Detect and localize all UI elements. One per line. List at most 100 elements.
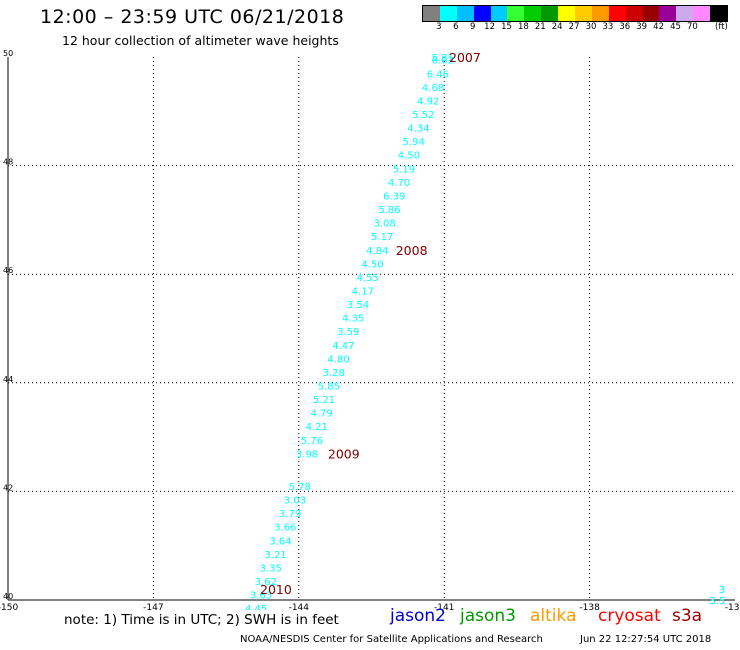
wave-height-value: 3.28 xyxy=(323,368,345,379)
y-tick-label: 44 xyxy=(3,375,13,384)
pass-time-label: 2009 xyxy=(328,446,360,461)
colorbar-label: 24 xyxy=(551,22,563,32)
x-tick-label: -147 xyxy=(143,603,163,610)
wave-height-value: 3.35 xyxy=(260,563,282,574)
wave-height-value: 6.02 xyxy=(432,56,454,67)
wave-height-value: 4.84 xyxy=(366,246,388,257)
wave-height-value: 4.80 xyxy=(327,354,349,365)
colorbar-swatch xyxy=(676,6,694,21)
wave-height-value: 3.63 xyxy=(250,591,272,602)
footer-credit: NOAA/NESDIS Center for Satellite Applica… xyxy=(240,634,543,645)
colorbar-label: 3 xyxy=(436,22,442,32)
colorbar-label: 39 xyxy=(636,22,648,32)
colorbar-label: 21 xyxy=(534,22,546,32)
wave-height-value: 4.45 xyxy=(245,604,267,610)
wave-height-value: 4.55 xyxy=(357,273,379,284)
wave-height-value: 3.64 xyxy=(269,536,291,547)
colorbar-swatch xyxy=(524,6,542,21)
wave-height-value: 3.21 xyxy=(264,550,286,561)
colorbar-label: 9 xyxy=(469,22,476,32)
wave-height-value: 4.21 xyxy=(306,422,328,433)
wave-height-value: 3 xyxy=(719,585,725,596)
x-tick-label: -144 xyxy=(289,603,310,610)
wave-height-value: 5.19 xyxy=(393,164,415,175)
colorbar-swatch xyxy=(710,6,728,21)
colorbar-label: 42 xyxy=(653,22,665,32)
legend-jason2: jason2 xyxy=(390,606,446,626)
wave-height-value: 3.5 xyxy=(709,596,725,607)
wave-height-value: 4.50 xyxy=(361,259,383,270)
wave-height-value: 5.76 xyxy=(301,436,323,447)
wave-height-value: 3.98 xyxy=(296,449,318,460)
colorbar-swatch xyxy=(507,6,525,21)
y-tick-label: 48 xyxy=(3,158,13,167)
y-tick-label: 42 xyxy=(3,483,13,492)
altimeter-plot: -150 -147 -144 -141 -138 -135 40 42 44 46 48 50 5.81… xyxy=(0,49,740,610)
colorbar-swatch xyxy=(473,6,491,21)
wave-height-value: 3.62 xyxy=(255,577,277,588)
colorbar-label: 15 xyxy=(501,22,512,32)
colorbar-swatch xyxy=(642,6,660,21)
wave-height-value: 5.52 xyxy=(412,110,434,121)
colorbar-swatch xyxy=(423,6,440,21)
colorbar-label: 6 xyxy=(453,22,459,32)
colorbar-swatch xyxy=(625,6,643,21)
wave-height-value: 5.81 xyxy=(432,53,454,64)
wave-height-value: 5.21 xyxy=(313,395,335,406)
wave-height-value: 4.17 xyxy=(352,286,374,297)
wave-height-value: 4.68 xyxy=(422,83,444,94)
wave-height-value: 5.94 xyxy=(403,137,425,148)
wave-height-value: 3.08 xyxy=(373,219,395,230)
pass-time-label: 2008 xyxy=(396,243,428,258)
y-tick-label: 46 xyxy=(3,266,13,275)
pass-time-label: 2007 xyxy=(449,50,481,65)
colorbar-unit: (ft) xyxy=(715,22,728,32)
x-tick-label: -135 xyxy=(725,603,740,610)
chart-title: 12:00 – 23:59 UTC 06/21/2018 xyxy=(40,6,345,28)
wave-height-value: 5.86 xyxy=(378,205,400,216)
wave-height-value: 5.78 xyxy=(289,482,311,493)
colorbar-swatch xyxy=(693,6,711,21)
legend-altika: altika xyxy=(530,606,577,626)
colorbar-swatch xyxy=(608,6,626,21)
wave-height-value: 6.46 xyxy=(427,69,449,80)
x-tick-label: -141 xyxy=(434,603,454,610)
chart-subtitle: 12 hour collection of altimeter wave hei… xyxy=(62,33,339,48)
colorbar-swatch xyxy=(558,6,576,21)
legend-jason3: jason3 xyxy=(460,606,516,626)
wave-height-colorbar xyxy=(422,5,729,22)
footer-timestamp: Jun 22 12:27:54 UTC 2018 xyxy=(580,634,712,645)
pass-time-label: 2010 xyxy=(260,582,292,597)
colorbar-swatch xyxy=(439,6,457,21)
colorbar-label: 45 xyxy=(670,22,681,32)
wave-height-value: 4.50 xyxy=(398,151,420,162)
wave-height-value: 3.79 xyxy=(279,509,301,520)
colorbar-swatch xyxy=(575,6,592,21)
wave-height-value: 4.92 xyxy=(417,96,439,107)
colorbar-swatch xyxy=(490,6,508,21)
x-tick-label: -138 xyxy=(579,603,600,610)
wave-height-value: 4.70 xyxy=(388,178,410,189)
colorbar-label: 70 xyxy=(686,22,698,32)
colorbar-swatch xyxy=(659,6,677,21)
wave-height-value: 3.66 xyxy=(274,523,296,534)
legend-s3a: s3a xyxy=(672,606,703,626)
wave-height-value: 5.17 xyxy=(371,232,393,243)
wave-height-value: 4.47 xyxy=(332,341,354,352)
wave-height-value: 3.59 xyxy=(337,327,359,338)
colorbar-label: 27 xyxy=(568,22,580,32)
colorbar-label: 36 xyxy=(619,22,631,32)
wave-height-value: 3.54 xyxy=(347,300,369,311)
colorbar-label: 30 xyxy=(585,22,597,32)
wave-height-value: 4.35 xyxy=(342,314,364,325)
wave-height-value: 5.85 xyxy=(318,382,340,393)
y-tick-label: 40 xyxy=(3,592,13,601)
wave-height-value: 6.39 xyxy=(383,191,405,202)
colorbar-label: 18 xyxy=(517,22,529,32)
wave-height-value: 3.03 xyxy=(284,496,306,507)
legend-cryosat: cryosat xyxy=(598,606,661,626)
wave-height-value: 4.79 xyxy=(310,409,332,420)
wave-height-value: 4.34 xyxy=(407,124,429,135)
colorbar-label: 12 xyxy=(484,22,496,32)
x-tick-label: -150 xyxy=(0,603,18,610)
